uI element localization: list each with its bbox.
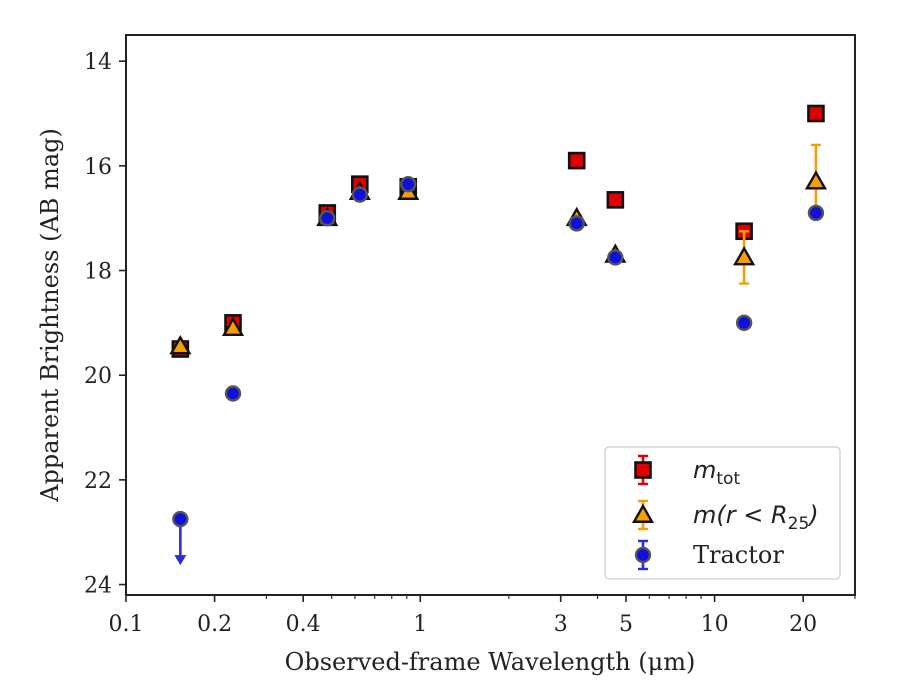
legend-label: mtot [693, 456, 740, 489]
y-tick-label: 18 [84, 260, 112, 285]
x-tick-label: 10 [701, 612, 729, 637]
x-tick-label: 1 [413, 612, 427, 637]
legend-marker [634, 546, 652, 564]
upper-limit-arrowhead [174, 555, 187, 566]
data-point [606, 191, 625, 209]
legend: mtot m(r < R25) Tractor [604, 446, 841, 580]
x-tick-label: 0.2 [197, 612, 232, 637]
legend-label: Tractor [693, 541, 784, 569]
legend-box [604, 446, 841, 580]
data-point [169, 334, 192, 355]
data-point [567, 151, 586, 170]
series-circle [172, 175, 825, 566]
data-point [221, 316, 245, 337]
y-tick-label: 22 [84, 469, 112, 494]
y-tick-label: 24 [84, 574, 112, 599]
data-point [804, 170, 828, 190]
data-point [224, 385, 242, 402]
x-tick-label: 5 [619, 612, 633, 637]
y-tick-label: 14 [84, 50, 112, 75]
x-axis-label: Observed-frame Wavelength (μm) [285, 648, 696, 676]
data-point [807, 204, 825, 222]
data-point [172, 510, 189, 528]
axis-ticks: 0.1 0.2 0.4 1 3 5 10 20 14 16 18 20 22 24 [84, 50, 856, 637]
data-point [351, 186, 369, 203]
x-tick-label: 0.1 [109, 612, 144, 637]
data-point [400, 175, 417, 193]
x-tick-label: 20 [789, 612, 817, 637]
data-point [733, 246, 756, 266]
legend-marker [634, 461, 652, 479]
x-tick-label: 0.4 [286, 612, 321, 637]
x-tick-label: 3 [554, 612, 568, 637]
legend-label: m(r < R25) [693, 501, 819, 534]
y-tick-label: 16 [84, 155, 112, 180]
data-point [607, 249, 624, 266]
legend-marker [631, 503, 655, 523]
y-axis-label: Apparent Brightness (AB mag) [36, 128, 64, 503]
y-tick-label: 20 [84, 364, 112, 389]
data-point [807, 104, 825, 123]
data-point [319, 209, 336, 227]
data-point [735, 314, 753, 332]
data-point [568, 215, 585, 232]
chart-marks [169, 104, 828, 566]
